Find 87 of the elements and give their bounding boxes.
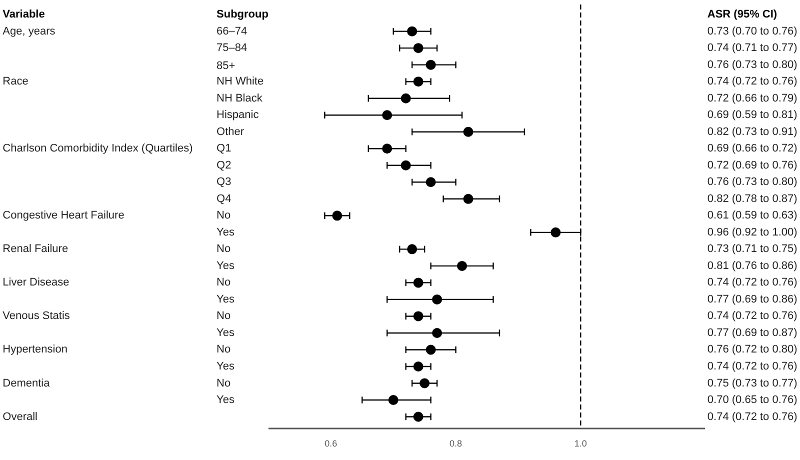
data-label: 0.72 (0.66 to 0.79) <box>707 92 798 104</box>
text: ASR (95% CI) <box>707 8 778 21</box>
y-tick-label: No <box>216 243 231 256</box>
y-tick-label: No <box>216 210 231 222</box>
point <box>413 278 424 288</box>
y-tick-label: Yes <box>216 260 235 272</box>
text: Variable <box>2 8 45 21</box>
point <box>413 311 424 322</box>
point <box>413 362 424 372</box>
data-label: 0.74 (0.72 to 0.76) <box>707 360 798 372</box>
data-label: 0.70 (0.65 to 0.76) <box>707 394 798 406</box>
data-label: 0.73 (0.71 to 0.75) <box>707 243 798 256</box>
y2-tick-label: Dementia <box>2 377 51 390</box>
point <box>426 60 436 70</box>
data-label: 0.76 (0.72 to 0.80) <box>707 344 798 356</box>
y-tick-label: 75–84 <box>216 42 248 54</box>
y-tick-label: No <box>216 310 231 322</box>
y2-tick-label: Venous Statis <box>2 310 70 322</box>
y-tick-label: Q3 <box>216 176 232 188</box>
point <box>426 344 436 355</box>
y-tick-label: Hispanic <box>216 109 260 122</box>
y2-tick-label: Race <box>2 76 28 88</box>
point <box>420 378 430 388</box>
y2-tick-label: Charlson Comorbidity Index (Quartiles) <box>2 142 193 155</box>
point <box>550 227 561 238</box>
y2-tick-label: Renal Failure <box>2 243 68 256</box>
y-tick-label: No <box>216 344 231 356</box>
data-label: 0.82 (0.73 to 0.91) <box>707 126 798 138</box>
y-tick-label: No <box>216 377 231 390</box>
point <box>407 244 418 254</box>
data-label: 0.74 (0.71 to 0.77) <box>707 42 798 54</box>
y2-tick-label: Age, years <box>2 25 56 38</box>
data-label: 0.77 (0.69 to 0.86) <box>707 293 798 306</box>
y-tick-label: Other <box>216 126 244 138</box>
x-tick-label: 0.6 <box>324 438 338 448</box>
data-label: 0.81 (0.76 to 0.86) <box>707 260 798 272</box>
y-tick-label: Yes <box>216 226 235 238</box>
y2-tick-label: Overall <box>2 410 38 423</box>
point <box>332 210 342 221</box>
point <box>388 395 398 405</box>
data-label: 0.77 (0.69 to 0.87) <box>707 326 798 339</box>
point <box>413 412 424 422</box>
y-tick-label: NH White <box>216 76 264 88</box>
y-tick-label: 66–74 <box>216 25 248 38</box>
point <box>382 144 392 154</box>
y-tick-label: Q2 <box>216 159 232 172</box>
y-tick-label: Q1 <box>216 142 232 155</box>
data-label: 0.74 (0.72 to 0.76) <box>707 76 798 88</box>
point <box>400 93 411 104</box>
x-tick-label: 0.8 <box>450 438 462 448</box>
data-label: 0.76 (0.73 to 0.80) <box>707 58 798 71</box>
y-tick-label: NH Black <box>216 92 263 104</box>
point <box>463 126 474 137</box>
y-tick-label: Yes <box>216 394 235 406</box>
text: Subgroup <box>216 8 269 21</box>
y-tick-label: Yes <box>216 360 235 372</box>
y-tick-label: 85+ <box>216 60 236 72</box>
y2-tick-label: Congestive Heart Failure <box>2 210 124 222</box>
y2-tick-label: Liver Disease <box>2 276 70 289</box>
point <box>463 194 474 204</box>
data-label: 0.69 (0.66 to 0.72) <box>707 142 798 155</box>
data-label: 0.73 (0.70 to 0.76) <box>707 25 798 38</box>
y-tick-label: Yes <box>216 326 235 339</box>
data-label: 0.61 (0.59 to 0.63) <box>707 210 798 222</box>
point <box>457 260 468 271</box>
y-tick-label: Q4 <box>216 192 232 205</box>
x-tick-label: 1.0 <box>574 438 587 448</box>
data-label: 0.69 (0.59 to 0.81) <box>707 109 798 122</box>
data-label: 0.96 (0.92 to 1.00) <box>707 226 798 238</box>
point <box>400 160 411 170</box>
point <box>407 26 418 36</box>
data-label: 0.74 (0.72 to 0.76) <box>707 310 798 322</box>
data-label: 0.74 (0.72 to 0.76) <box>707 410 798 423</box>
point <box>382 110 392 120</box>
data-label: 0.72 (0.69 to 0.76) <box>707 159 798 172</box>
y-tick-label: No <box>216 276 231 289</box>
data-label: 0.76 (0.73 to 0.80) <box>707 176 798 188</box>
point <box>413 43 424 54</box>
point <box>426 177 436 188</box>
data-label: 0.74 (0.72 to 0.76) <box>707 276 798 289</box>
point <box>432 294 442 304</box>
y-tick-label: Yes <box>216 293 235 306</box>
point <box>432 328 442 338</box>
point <box>413 76 424 87</box>
y2-tick-label: Hypertension <box>2 344 68 356</box>
data-label: 0.75 (0.73 to 0.77) <box>707 377 798 390</box>
data-label: 0.82 (0.78 to 0.87) <box>707 192 798 205</box>
